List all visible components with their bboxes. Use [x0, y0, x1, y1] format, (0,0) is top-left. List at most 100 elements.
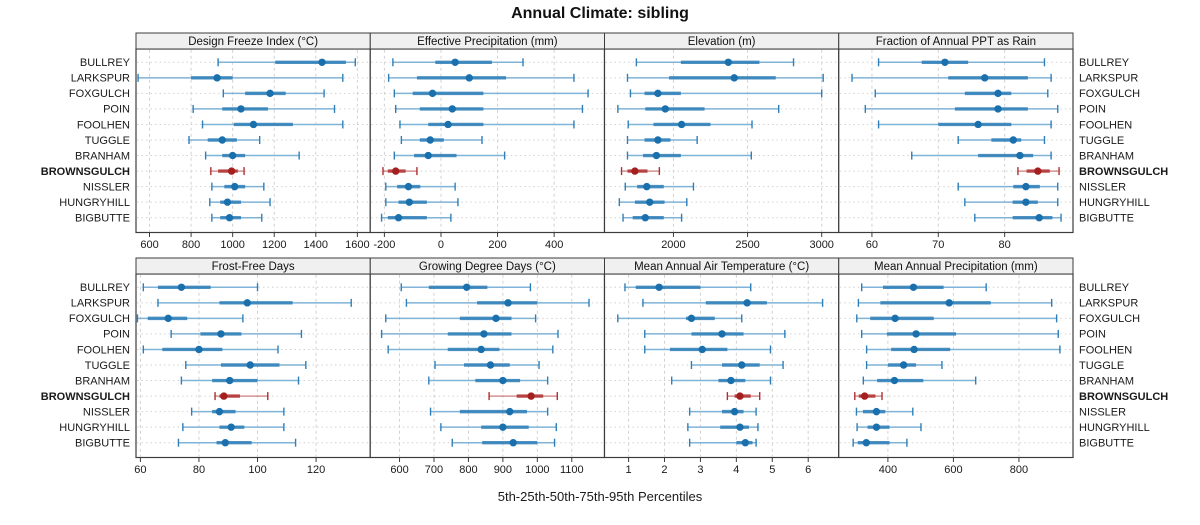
percentile-row-larkspur: [851, 73, 1052, 82]
median-dot: [444, 120, 452, 129]
chart-title: Annual Climate: sibling: [511, 5, 689, 22]
percentile-row-foxgulch: [856, 314, 1058, 323]
panel-mean-annual-air-temperature-c: Mean Annual Air Temperature (°C) 1 2 3 4 5 6: [603, 257, 840, 476]
percentile-row-branham: [911, 151, 1052, 160]
axis-tick-label: 800: [459, 464, 477, 476]
median-dot: [736, 392, 744, 400]
axis-tick-label: 400: [545, 239, 563, 251]
median-dot: [405, 198, 413, 206]
median-dot: [465, 74, 473, 82]
median-dot: [221, 439, 230, 447]
axis-tick-label: 200: [488, 239, 506, 251]
median-dot: [231, 182, 239, 191]
percentile-row-hungryhill: [385, 198, 459, 207]
median-dot: [1035, 214, 1043, 222]
panel-strip: [838, 32, 1074, 50]
median-dot: [891, 314, 899, 323]
percentile-row-foolhen: [627, 120, 753, 129]
median-dot: [1034, 167, 1042, 175]
percentile-row-larkspur: [857, 298, 1053, 307]
median-dot: [392, 167, 400, 175]
median-dot: [226, 376, 234, 385]
median-dot: [909, 283, 918, 291]
median-dot: [266, 89, 274, 98]
percentile-row-foxgulch: [393, 89, 589, 98]
median-dot: [227, 167, 236, 175]
axis-tick-label: 1400: [304, 239, 328, 251]
site-label-left: FOOLHEN: [77, 344, 130, 356]
axis-tick-label: 60: [134, 464, 146, 476]
percentile-row-larkspur: [137, 73, 344, 82]
site-label-left: TUGGLE: [85, 135, 130, 147]
site-label-right: BRANHAM: [1079, 150, 1134, 162]
axis-tick-label: 1000: [220, 239, 244, 251]
median-dot: [687, 314, 696, 323]
percentile-row-hungryhill: [687, 423, 759, 432]
percentile-row-bigbutte: [974, 213, 1062, 222]
site-label-left: NISSLER: [83, 181, 130, 193]
site-label-left: FOXGULCH: [69, 313, 130, 325]
axis-tick-label: 1600: [345, 239, 369, 251]
percentile-row-foxgulch: [617, 314, 743, 323]
percentile-row-tuggle: [690, 361, 784, 369]
site-label-left: TUGGLE: [85, 360, 130, 372]
percentile-row-bullrey: [877, 58, 1046, 67]
percentile-row-bigbutte: [688, 438, 757, 447]
median-dot: [730, 74, 738, 82]
median-dot: [499, 423, 507, 431]
median-dot: [730, 407, 739, 416]
site-label-left: POIN: [103, 329, 130, 341]
median-dot: [912, 330, 920, 338]
percentile-row-larkspur: [387, 73, 575, 82]
percentile-row-bigbutte: [380, 213, 452, 222]
median-dot: [227, 423, 235, 431]
percentile-row-branham: [670, 376, 772, 385]
median-dot: [872, 407, 881, 416]
percentile-row-nissler: [688, 407, 757, 416]
percentile-row-tuggle: [188, 136, 261, 144]
median-dot: [237, 105, 245, 113]
axis-tick-label: -200: [373, 239, 395, 251]
median-dot: [249, 120, 258, 129]
percentile-row-poin: [644, 329, 786, 338]
median-dot: [428, 89, 437, 98]
percentile-row-bullrey: [142, 283, 259, 292]
panel-growing-degree-days-c: Growing Degree Days (°C) 600 700 800 900 1000…: [369, 257, 606, 476]
percentile-row-bullrey: [624, 283, 752, 292]
median-dot: [641, 214, 649, 222]
median-dot: [727, 376, 735, 385]
site-label-left: BULLREY: [80, 57, 131, 69]
median-dot: [1009, 136, 1017, 144]
percentile-row-brownsgulch: [726, 392, 761, 401]
percentile-row-foxgulch: [136, 314, 244, 323]
median-dot: [945, 299, 953, 307]
median-dot: [631, 167, 639, 175]
panel-fraction-of-annual-ppt-as-rain: Fraction of Annual PPT as Rain 60 70 80: [838, 32, 1074, 251]
axis-tick-label: 1: [626, 464, 632, 476]
panel-effective-precipitation-mm: Effective Precipitation (mm) -200 0 200 400: [369, 32, 606, 251]
percentile-row-foolhen: [387, 345, 554, 354]
axis-tick-label: 600: [140, 239, 158, 251]
site-label-right: POIN: [1079, 104, 1106, 116]
percentile-row-poin: [864, 104, 1059, 113]
percentile-row-foolhen: [644, 345, 772, 354]
median-dot: [941, 58, 949, 66]
percentile-row-brownsgulch: [620, 167, 661, 176]
median-dot: [223, 198, 232, 206]
percentile-row-tuggle: [400, 136, 483, 144]
site-label-left: NISSLER: [83, 406, 130, 418]
axis-tick-label: 2000: [661, 239, 685, 251]
percentile-row-nissler: [429, 407, 549, 416]
panel-design-freeze-index-c: Design Freeze Index (°C) 600 800 1000 1200 14…: [135, 32, 371, 251]
percentile-row-bullrey: [400, 283, 532, 292]
median-dot: [655, 283, 663, 291]
percentile-row-hungryhill: [964, 198, 1059, 207]
site-label-left: BRANHAM: [75, 375, 130, 387]
median-dot: [677, 120, 686, 129]
site-label-right: HUNGRYHILL: [1079, 197, 1150, 209]
percentile-row-branham: [862, 376, 977, 385]
panel-title: Elevation (m): [688, 36, 756, 48]
site-label-right: BROWNSGULCH: [1079, 166, 1168, 178]
median-dot: [652, 151, 661, 160]
